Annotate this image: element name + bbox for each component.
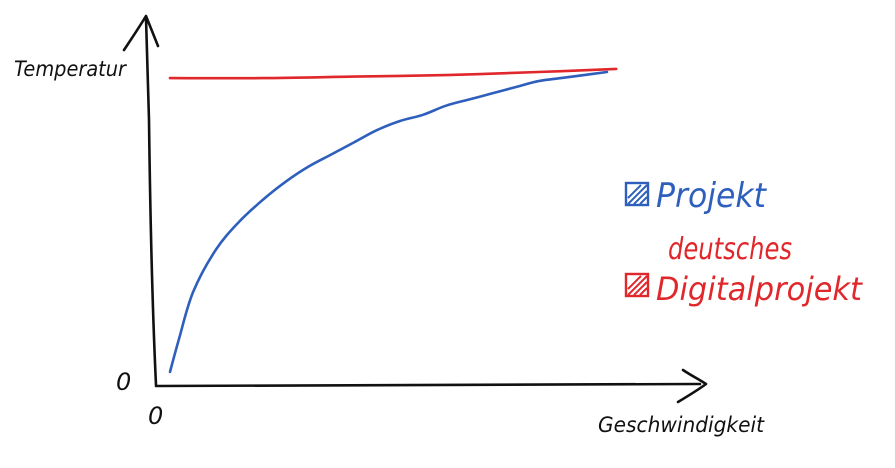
- x-axis-label: Geschwindigkeit: [598, 413, 765, 437]
- x-origin-label: 0: [148, 402, 163, 430]
- y-axis-arrowhead: [122, 14, 160, 52]
- y-axis-label: Temperatur: [14, 57, 127, 81]
- legend-hatch-deutsches-digitalprojekt: [627, 275, 648, 296]
- y-origin-label: 0: [116, 368, 131, 396]
- legend: Projekt deutsches Digitalprojekt: [624, 176, 863, 308]
- legend-swatch-deutsches-digitalprojekt: [624, 272, 650, 298]
- legend-entry-deutsches-digitalprojekt: deutsches Digitalprojekt: [624, 232, 863, 308]
- x-axis-arrowhead: [676, 368, 708, 404]
- legend-entry-projekt: Projekt: [624, 176, 768, 216]
- legend-swatch-projekt: [624, 181, 650, 207]
- series-line-projekt: [168, 70, 609, 374]
- legend-label-projekt: Projekt: [656, 176, 768, 216]
- legend-label-digitalprojekt: Digitalprojekt: [656, 270, 863, 308]
- x-axis: [154, 382, 702, 388]
- series-line-deutsches-digitalprojekt: [168, 67, 618, 80]
- legend-hatch-projekt: [627, 184, 648, 205]
- y-axis: [144, 16, 158, 387]
- legend-label-deutsches: deutsches: [668, 232, 792, 267]
- series-layer: [168, 67, 618, 374]
